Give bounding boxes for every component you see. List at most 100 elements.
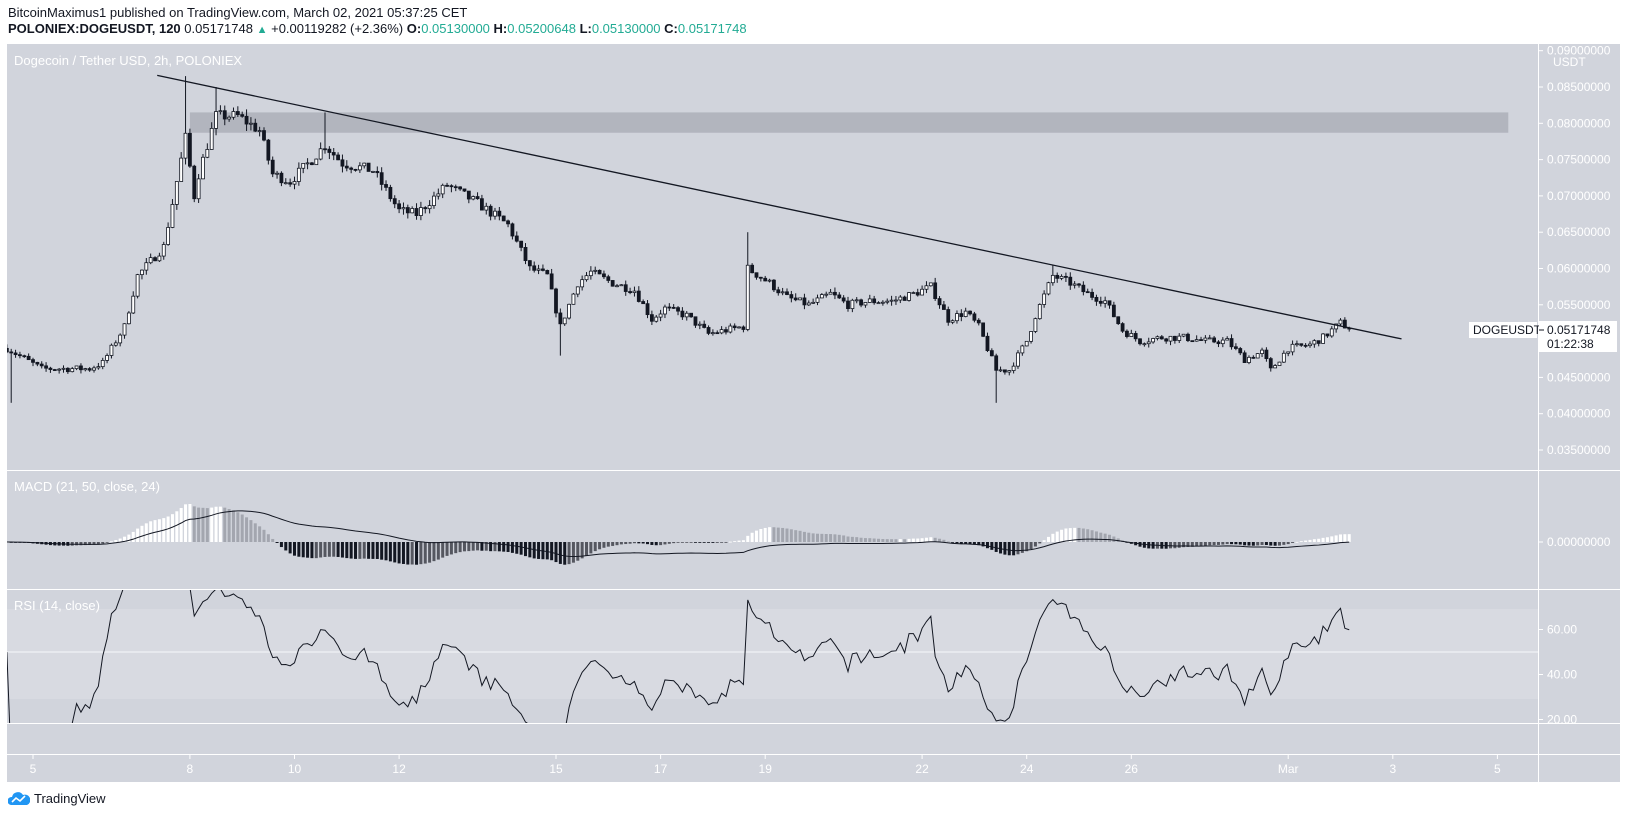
macd-histogram-bar xyxy=(1190,542,1194,547)
candle-body xyxy=(562,317,567,325)
macd-histogram-bar xyxy=(1216,542,1220,545)
candle-body xyxy=(1255,353,1260,359)
candle xyxy=(187,128,192,168)
candle-body xyxy=(527,260,532,267)
candle-body xyxy=(1059,275,1064,279)
macd-histogram-bar xyxy=(859,537,863,542)
candle xyxy=(209,122,214,150)
macd-histogram-bar xyxy=(593,542,597,552)
candle-body xyxy=(432,195,436,206)
candle xyxy=(575,286,580,298)
macd-histogram-bar xyxy=(776,527,780,542)
candle xyxy=(1151,337,1155,344)
candle xyxy=(471,195,476,201)
candle xyxy=(933,277,938,301)
candle xyxy=(449,184,454,193)
macd-histogram-bar xyxy=(306,542,310,558)
candle xyxy=(244,109,249,131)
candle xyxy=(972,311,977,323)
macd-histogram-bar xyxy=(1208,542,1212,546)
candle xyxy=(501,215,506,222)
close-label: C: xyxy=(664,21,678,36)
macd-histogram-bar xyxy=(1182,542,1186,548)
candle xyxy=(636,286,641,303)
up-triangle-icon: ▲ xyxy=(256,24,268,36)
candle xyxy=(74,365,79,371)
rsi-tick-label: 20.00 xyxy=(1547,713,1577,727)
candle xyxy=(1072,281,1077,289)
candle xyxy=(344,160,349,172)
candle xyxy=(79,363,83,374)
candle-body xyxy=(1303,344,1308,347)
macd-histogram-bar xyxy=(345,542,349,559)
tradingview-logo[interactable]: TradingView xyxy=(8,790,106,806)
candle-body xyxy=(458,186,463,190)
candle-body xyxy=(885,300,890,303)
macd-histogram-bar xyxy=(837,534,841,542)
macd-histogram-bar xyxy=(1033,542,1037,547)
candle xyxy=(314,158,319,166)
candle-body xyxy=(981,322,986,337)
macd-histogram-bar xyxy=(1286,542,1290,545)
candle-body xyxy=(1194,339,1199,342)
candle-body xyxy=(7,347,9,353)
candle-body xyxy=(815,297,820,303)
candle xyxy=(1251,355,1256,359)
open-value: 0.05130000 xyxy=(421,21,490,36)
candle xyxy=(833,287,837,300)
candle-body xyxy=(732,325,737,329)
currency-label: USDT xyxy=(1553,55,1586,69)
macd-histogram-bar xyxy=(1317,538,1321,542)
candle xyxy=(554,287,558,318)
candle xyxy=(1273,364,1278,369)
candle-body xyxy=(214,111,218,129)
macd-histogram-bar xyxy=(519,542,523,555)
open-label: O: xyxy=(406,21,422,36)
candle-body xyxy=(750,264,755,274)
macd-histogram-bar xyxy=(1077,527,1081,542)
candle-body xyxy=(571,293,576,305)
candle xyxy=(414,203,419,220)
candle-body xyxy=(506,220,510,225)
candle-body xyxy=(253,122,258,132)
candle xyxy=(1138,338,1142,346)
macd-histogram-bar xyxy=(1099,532,1103,542)
candle-body xyxy=(519,240,524,248)
candle xyxy=(1120,322,1125,333)
candle xyxy=(645,300,650,319)
candle xyxy=(549,268,554,290)
candle-body xyxy=(776,289,781,294)
candle-body xyxy=(798,297,802,301)
candle xyxy=(1286,351,1291,357)
candle xyxy=(1103,296,1108,308)
candle-body xyxy=(715,332,720,335)
candle xyxy=(170,199,175,229)
candle xyxy=(39,361,44,369)
macd-histogram-bar xyxy=(985,542,989,549)
candle xyxy=(249,117,253,131)
candle xyxy=(536,264,541,275)
candle xyxy=(401,202,406,215)
candle xyxy=(1225,336,1230,341)
candle-body xyxy=(375,171,380,174)
macd-histogram-bar xyxy=(319,542,323,558)
time-tick-label: 26 xyxy=(1125,762,1139,776)
candle xyxy=(292,176,297,190)
candle-body xyxy=(523,247,528,262)
candle-body xyxy=(663,306,667,315)
candle xyxy=(1029,331,1033,344)
candle-body xyxy=(785,291,789,295)
candle xyxy=(445,182,449,187)
macd-histogram-bar xyxy=(423,542,427,564)
price-tick-label: 0.06500000 xyxy=(1547,225,1611,239)
candle xyxy=(863,302,868,308)
candle-body xyxy=(471,196,476,200)
candle xyxy=(789,290,794,303)
macd-histogram-bar xyxy=(702,542,706,543)
high-label: H: xyxy=(493,21,508,36)
price-tick-label: 0.04000000 xyxy=(1547,407,1611,421)
candle xyxy=(179,152,184,182)
candle xyxy=(357,162,362,173)
macd-histogram-bar xyxy=(149,521,153,542)
